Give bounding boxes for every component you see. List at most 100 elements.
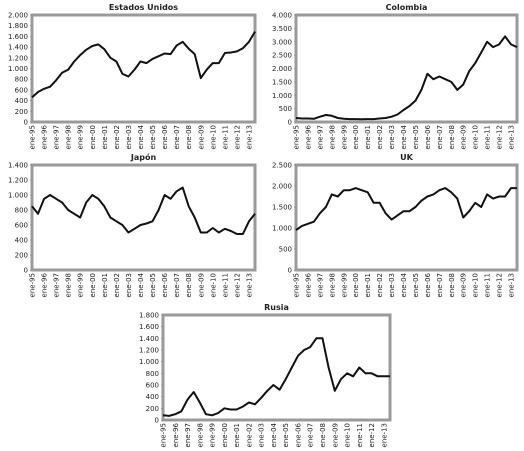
x-tick-label: ene-01 xyxy=(233,423,241,447)
x-tick-label: ene-95 xyxy=(293,125,301,149)
line-series xyxy=(31,31,256,99)
x-tick-label: ene-98 xyxy=(328,273,336,297)
x-tick-label: ene-07 xyxy=(173,273,181,297)
y-tick-label: 3.500 xyxy=(272,25,292,33)
y-tick-label: 2.500 xyxy=(272,52,292,60)
x-tick-label: ene-08 xyxy=(185,125,193,149)
x-tick-label: ene-06 xyxy=(161,272,169,297)
x-tick-label: ene-03 xyxy=(258,423,266,447)
x-tick-label: ene-09 xyxy=(460,125,468,149)
y-tick-label: 2.000 xyxy=(8,12,28,20)
y-tick-label: 1.000 xyxy=(272,92,292,100)
y-tick-label: 0 xyxy=(288,119,292,127)
x-tick-label: ene-97 xyxy=(316,273,324,297)
x-tick-label: ene-04 xyxy=(270,422,278,447)
x-tick-label: ene-03 xyxy=(388,125,396,149)
x-tick-label: ene-10 xyxy=(344,423,352,447)
x-tick-label: ene-97 xyxy=(316,125,324,149)
line-series xyxy=(31,186,256,235)
plot-frame xyxy=(30,13,257,124)
x-tick-label: ene-10 xyxy=(472,273,480,297)
x-tick-label: ene-13 xyxy=(508,273,516,297)
y-tick-label: 200 xyxy=(146,405,159,413)
x-tick-label: ene-10 xyxy=(209,125,217,149)
x-tick-label: ene-05 xyxy=(149,125,157,149)
y-tick-label: 0 xyxy=(24,119,28,127)
x-tick-label: ene-99 xyxy=(77,273,85,297)
x-tick-label: ene-07 xyxy=(173,125,181,149)
line-series xyxy=(295,35,518,121)
x-tick-label: ene-08 xyxy=(319,423,327,447)
x-tick-label: ene-08 xyxy=(448,125,456,149)
x-tick-label: ene-06 xyxy=(424,272,432,297)
x-tick-label: ene-13 xyxy=(508,125,516,149)
y-tick-label: 1.000 xyxy=(272,225,292,233)
x-tick-label: ene-12 xyxy=(496,273,504,297)
y-tick-label: 1.800 xyxy=(8,22,28,30)
x-tick-label: ene-12 xyxy=(233,125,241,149)
x-tick-label: ene-08 xyxy=(448,273,456,297)
y-tick-label: 400 xyxy=(146,393,159,401)
x-tick-label: ene-98 xyxy=(65,125,73,149)
x-tick-label: ene-96 xyxy=(304,272,312,297)
plot-frame xyxy=(30,163,257,272)
x-tick-label: ene-00 xyxy=(89,273,97,297)
y-tick-label: 200 xyxy=(15,252,28,260)
x-tick-label: ene-04 xyxy=(400,272,408,297)
y-tick-label: 1.600 xyxy=(8,33,28,41)
x-tick-label: ene-96 xyxy=(304,124,312,149)
x-tick-label: ene-96 xyxy=(172,422,180,447)
chart-title: Colombia xyxy=(386,3,428,12)
x-tick-label: ene-07 xyxy=(307,423,315,447)
x-tick-label: ene-00 xyxy=(352,273,360,297)
y-tick-label: 4.000 xyxy=(272,12,292,20)
x-tick-label: ene-11 xyxy=(221,273,229,297)
chart-title: UK xyxy=(400,153,413,162)
x-tick-label: ene-11 xyxy=(356,423,364,447)
y-tick-label: 500 xyxy=(279,105,292,113)
y-tick-label: 400 xyxy=(15,237,28,245)
y-tick-label: 1.800 xyxy=(139,312,159,320)
x-tick-label: ene-06 xyxy=(161,124,169,149)
x-tick-label: ene-00 xyxy=(221,423,229,447)
x-tick-label: ene-00 xyxy=(352,125,360,149)
x-tick-label: ene-13 xyxy=(245,273,253,297)
y-tick-label: 600 xyxy=(146,382,159,390)
y-tick-label: 0 xyxy=(24,267,28,275)
y-tick-label: 3.000 xyxy=(272,38,292,46)
chart-title: Japón xyxy=(130,152,157,162)
y-tick-label: 2.500 xyxy=(272,162,292,170)
y-tick-label: 2.000 xyxy=(272,65,292,73)
x-tick-label: ene-96 xyxy=(41,272,49,297)
x-tick-label: ene-99 xyxy=(340,273,348,297)
x-tick-label: ene-07 xyxy=(436,125,444,149)
y-tick-label: 200 xyxy=(15,108,28,116)
x-tick-label: ene-02 xyxy=(376,125,384,149)
x-tick-label: ene-04 xyxy=(137,124,145,149)
x-tick-label: ene-09 xyxy=(197,125,205,149)
x-tick-label: ene-02 xyxy=(113,125,121,149)
y-tick-label: 1.400 xyxy=(139,335,159,343)
plot-frame xyxy=(294,13,519,124)
y-tick-label: 1.500 xyxy=(272,78,292,86)
x-tick-label: ene-12 xyxy=(368,423,376,447)
y-tick-label: 1.000 xyxy=(8,192,28,200)
y-tick-label: 1.200 xyxy=(139,347,159,355)
x-tick-label: ene-97 xyxy=(184,423,192,447)
x-tick-label: ene-97 xyxy=(53,273,61,297)
x-tick-label: ene-06 xyxy=(294,422,302,447)
x-tick-label: ene-95 xyxy=(293,273,301,297)
y-tick-label: 800 xyxy=(146,370,159,378)
y-tick-label: 1.400 xyxy=(8,44,28,52)
x-tick-label: ene-03 xyxy=(125,273,133,297)
x-tick-label: ene-00 xyxy=(89,125,97,149)
line-series xyxy=(295,187,517,231)
y-tick-label: 1.200 xyxy=(8,177,28,185)
line-series xyxy=(162,337,390,417)
y-tick-label: 800 xyxy=(15,76,28,84)
x-tick-label: ene-09 xyxy=(331,423,339,447)
x-tick-label: ene-07 xyxy=(436,273,444,297)
chart-title: Rusia xyxy=(264,303,289,312)
x-tick-label: ene-10 xyxy=(472,125,480,149)
